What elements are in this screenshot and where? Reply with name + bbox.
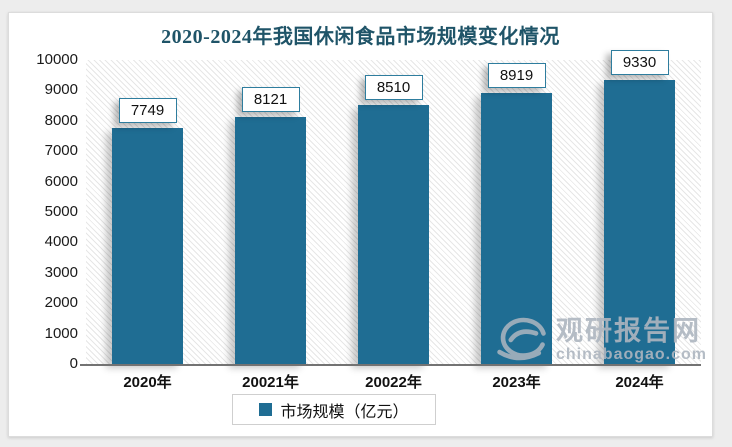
y-tick-label: 0: [69, 355, 78, 372]
x-axis: 2020年 20021年 20022年 2023年 2024年: [86, 371, 701, 391]
y-tick-label: 8000: [44, 111, 78, 129]
data-label-20022年: 8510: [364, 75, 423, 101]
data-label-2024年: 9330: [610, 50, 669, 76]
legend-label: 市场规模（亿元）: [280, 403, 409, 421]
y-tick-label: 2000: [44, 294, 78, 312]
x-axis-label: 20022年: [365, 374, 422, 391]
bar-20021年: [235, 117, 306, 364]
bar-2023年: [481, 92, 552, 364]
y-tick-label: 10000: [36, 51, 78, 68]
data-label-2023年: 8919: [487, 62, 546, 88]
x-axis-label: 2024年: [615, 374, 664, 391]
plot-area: 7749 8121 8510 8919 9330: [86, 50, 701, 364]
y-tick-label: 3000: [44, 263, 78, 281]
y-tick-label: 5000: [44, 203, 78, 220]
x-axis-line: [80, 364, 701, 366]
chart-title: 2020-2024年我国休闲食品市场规模变化情况: [161, 26, 560, 48]
bar-2020年: [112, 128, 183, 364]
legend: 市场规模（亿元）: [232, 394, 436, 425]
x-axis-label: 20021年: [242, 374, 299, 391]
y-tick-label: 6000: [44, 172, 78, 190]
data-label-2020年: 7749: [118, 98, 177, 124]
x-axis-label: 2023年: [492, 374, 541, 391]
y-tick-label: 7000: [44, 142, 78, 160]
x-axis-label: 2020年: [123, 374, 172, 391]
bar-2024年: [604, 80, 675, 364]
y-axis: 0 1000 2000 3000 4000 5000 6000 7000 8000 9000 100…: [20, 51, 78, 372]
y-tick-label: 4000: [44, 233, 78, 251]
legend-marker-square: [259, 403, 273, 416]
y-tick-label: 9000: [44, 81, 78, 99]
bar-20022年: [358, 105, 429, 364]
y-tick-label: 1000: [44, 324, 78, 342]
data-label-20021年: 8121: [241, 87, 300, 113]
